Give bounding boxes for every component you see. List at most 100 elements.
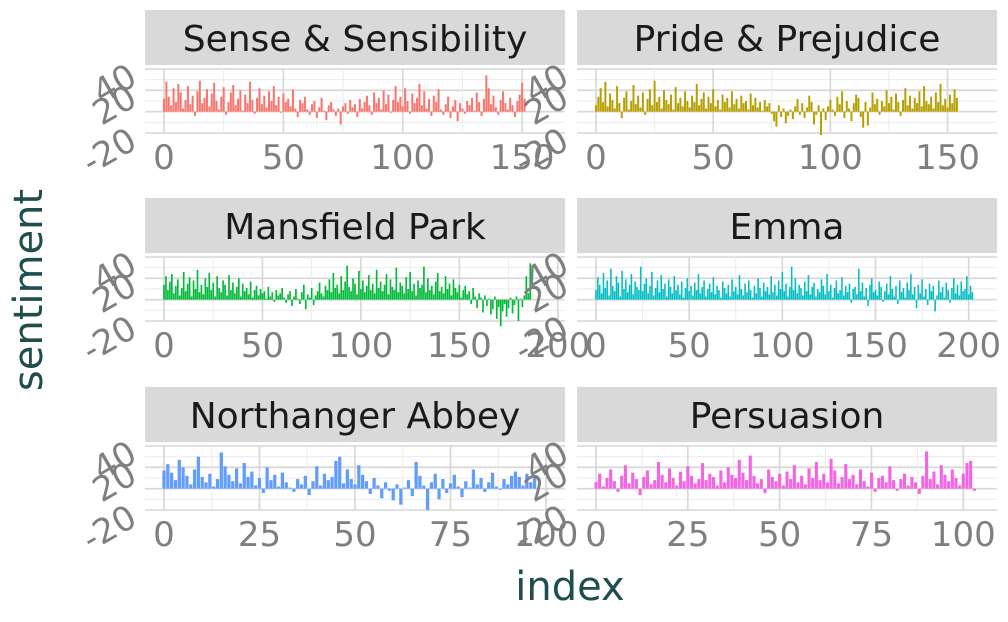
bar xyxy=(722,482,727,489)
bar xyxy=(345,469,349,489)
bar xyxy=(880,286,882,300)
bar xyxy=(719,109,722,112)
bar xyxy=(513,299,516,305)
bar xyxy=(226,295,228,300)
bar xyxy=(950,469,954,489)
bar xyxy=(844,464,848,489)
bar xyxy=(892,109,895,112)
bar xyxy=(913,286,916,300)
bar xyxy=(349,479,353,489)
bar xyxy=(289,106,292,112)
bar xyxy=(261,293,264,300)
bar xyxy=(951,103,954,112)
bar xyxy=(829,99,832,112)
bar xyxy=(882,299,884,302)
bar xyxy=(711,476,716,489)
bar xyxy=(888,466,892,489)
bar xyxy=(807,468,811,489)
bar xyxy=(394,86,397,112)
bar xyxy=(684,91,687,112)
bar xyxy=(682,481,686,489)
bar xyxy=(488,298,490,300)
bar xyxy=(864,102,867,112)
bar xyxy=(311,104,314,112)
bar xyxy=(812,111,815,125)
bar xyxy=(464,285,467,300)
bar xyxy=(521,299,524,308)
bar xyxy=(330,102,333,112)
bar xyxy=(833,287,836,300)
bar xyxy=(383,284,386,300)
bar xyxy=(664,482,668,489)
bar xyxy=(734,286,737,300)
bar xyxy=(838,104,841,112)
bar xyxy=(470,97,474,112)
bar xyxy=(330,476,334,489)
bar xyxy=(377,97,380,112)
bar xyxy=(846,292,849,300)
bar xyxy=(403,293,406,300)
bar xyxy=(906,105,909,112)
bar xyxy=(468,105,471,112)
bar xyxy=(854,286,856,300)
bar xyxy=(866,111,869,126)
bar xyxy=(356,294,358,300)
bar xyxy=(789,286,791,300)
bar xyxy=(466,101,469,112)
bar xyxy=(932,285,935,300)
bar xyxy=(667,279,670,300)
bar xyxy=(203,97,206,112)
bar xyxy=(777,105,780,112)
bar xyxy=(772,292,774,300)
bar xyxy=(242,463,246,489)
bar xyxy=(612,481,616,489)
bar xyxy=(837,293,840,300)
bar xyxy=(840,476,844,489)
bar xyxy=(189,104,192,112)
bar xyxy=(385,274,388,300)
bar xyxy=(735,98,738,112)
bar xyxy=(761,110,764,112)
bar xyxy=(628,284,631,300)
bar xyxy=(312,299,315,305)
bar xyxy=(525,473,529,489)
bar xyxy=(601,486,605,489)
bar xyxy=(354,283,356,300)
bar xyxy=(437,89,440,112)
bar xyxy=(279,111,283,113)
bar xyxy=(811,478,815,489)
bar xyxy=(370,111,373,115)
bar xyxy=(967,294,970,300)
bar xyxy=(908,290,910,300)
bar xyxy=(322,110,325,112)
bar xyxy=(673,276,676,300)
bar xyxy=(487,482,491,489)
bar xyxy=(318,282,321,300)
bar xyxy=(326,480,330,489)
bar xyxy=(179,92,182,112)
bar xyxy=(843,295,845,300)
bar xyxy=(415,295,417,300)
bar xyxy=(936,295,938,300)
bar xyxy=(720,297,722,300)
bar xyxy=(364,292,366,300)
bar xyxy=(700,463,705,489)
bar xyxy=(244,94,247,112)
bar xyxy=(311,481,315,489)
bar xyxy=(597,277,599,300)
bar xyxy=(899,479,903,489)
bar xyxy=(255,285,258,300)
bar xyxy=(479,478,483,489)
bar xyxy=(265,467,269,489)
bar xyxy=(178,295,181,300)
bar xyxy=(273,299,276,302)
bar xyxy=(250,471,254,489)
bar xyxy=(803,484,807,489)
bar xyxy=(899,111,902,116)
bar xyxy=(472,287,474,300)
bar xyxy=(665,99,668,112)
bar xyxy=(379,281,382,300)
bar xyxy=(194,111,197,116)
